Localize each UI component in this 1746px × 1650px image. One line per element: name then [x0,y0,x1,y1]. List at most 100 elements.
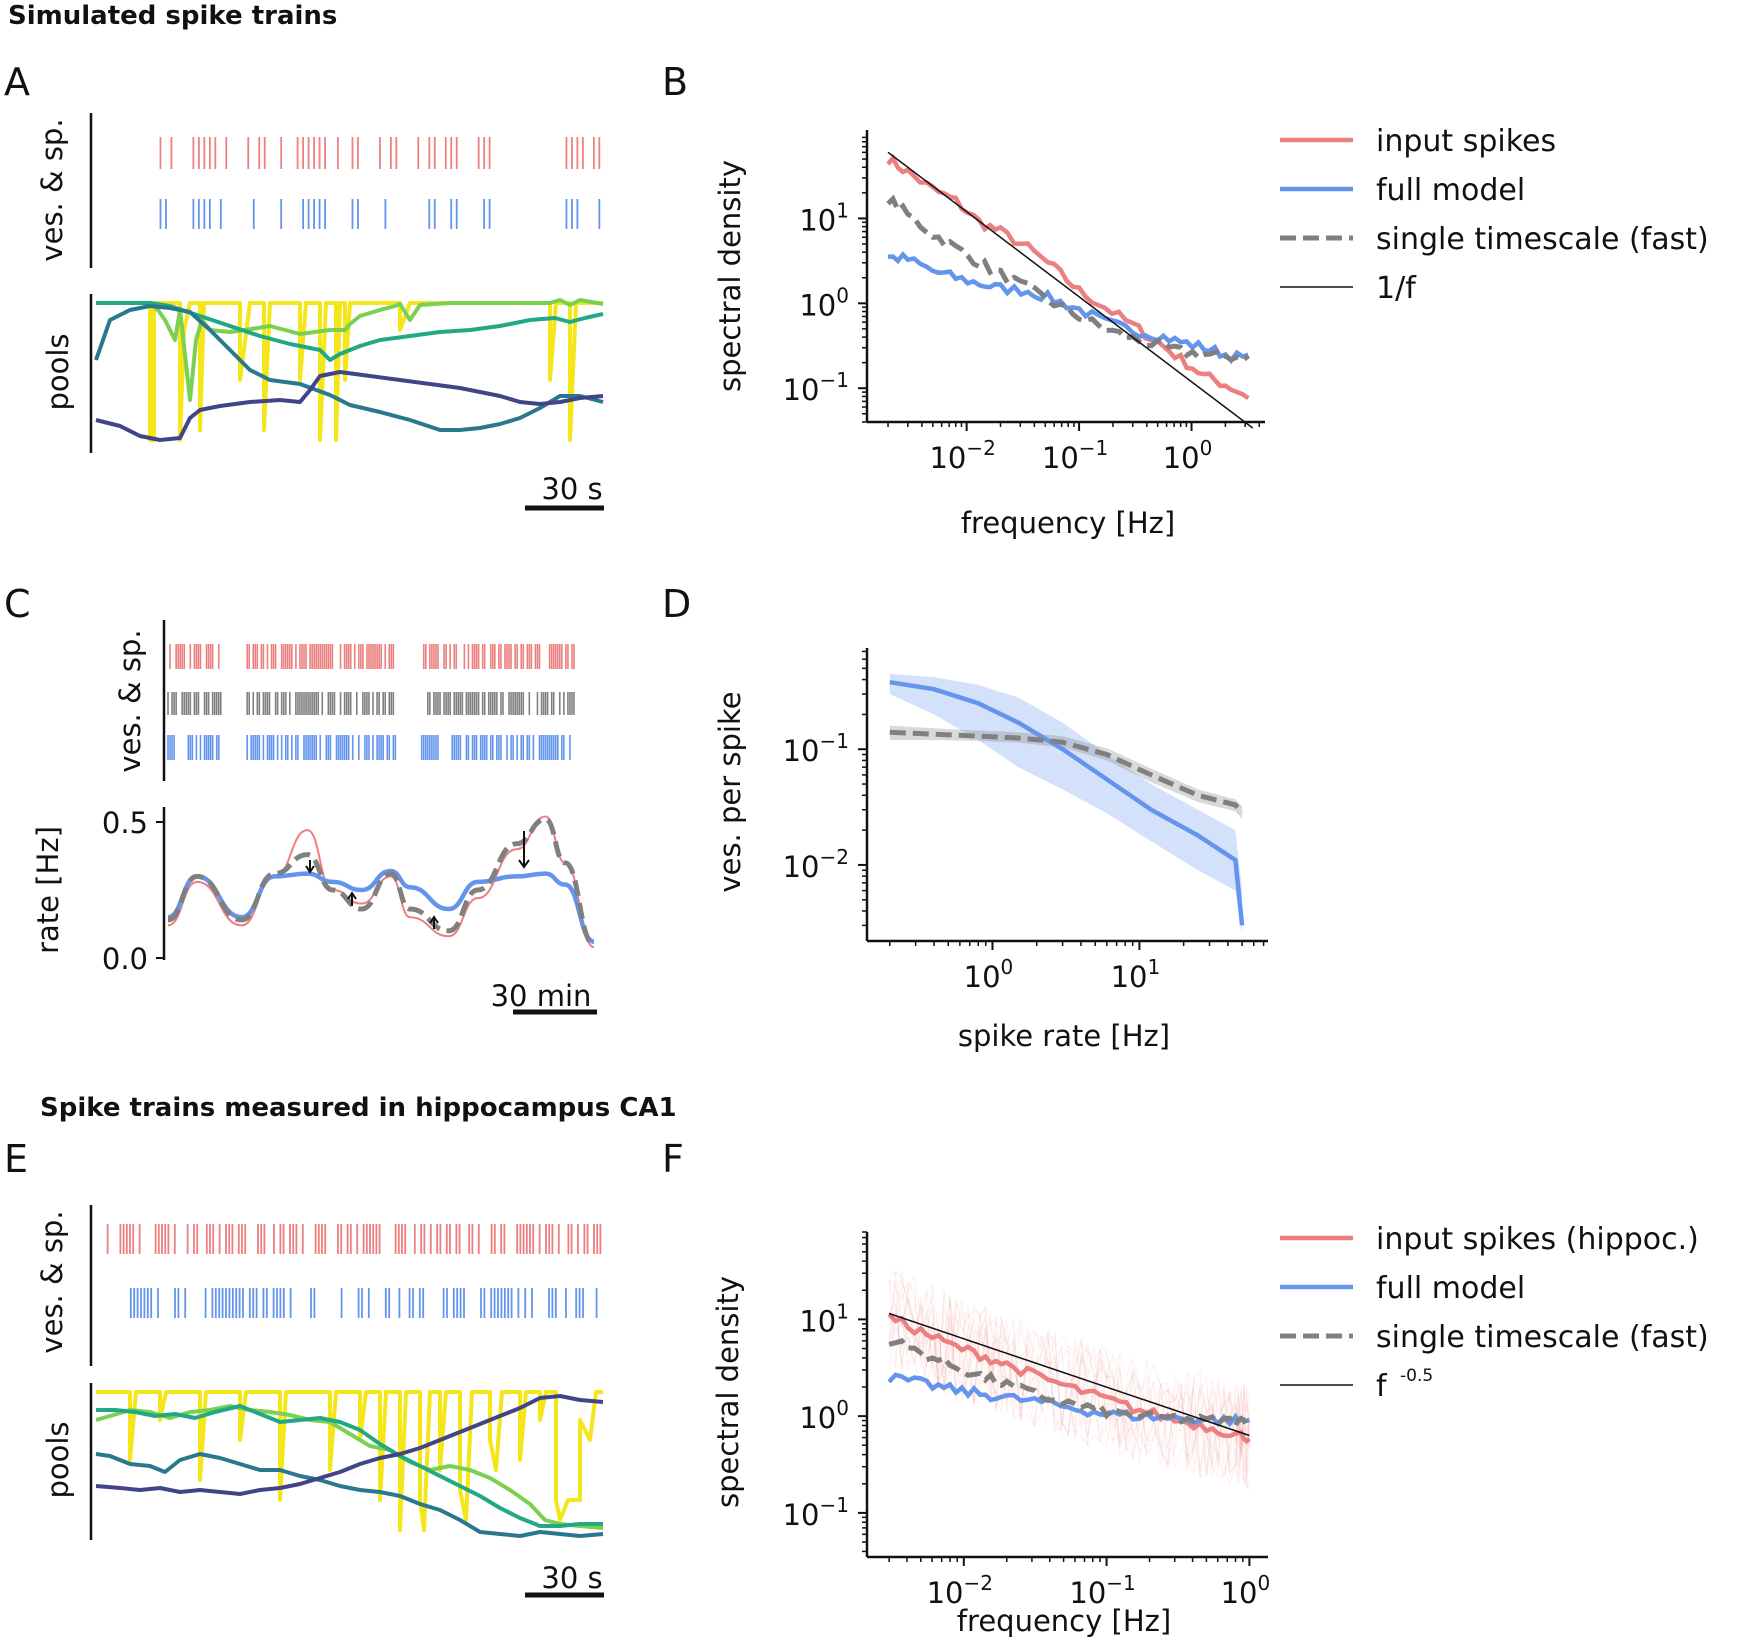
panelB-legend-label: 1/f [1376,271,1417,306]
panelB-ytick-label: 10−1 [783,368,849,407]
panelB-xlabel: frequency [Hz] [961,506,1175,540]
panelA-ylabel-bottom: pools [41,333,75,410]
panelF-legend: input spikes (hippoc.) full model single t… [1280,1222,1709,1404]
panelF-xlabel: frequency [Hz] [957,1604,1171,1638]
panelB-legend-label: full model [1376,173,1525,208]
arrow-up-2 [429,915,439,929]
panelF-line-single-timescale-fast- [888,1338,1251,1431]
panelF-series [887,1312,1251,1445]
panelB-line-single-timescale-fast- [886,194,1250,364]
panelD-band-full-model [889,673,1243,935]
panelB-legend-label: single timescale (fast) [1376,222,1709,257]
panelF-ylabel: spectral density [711,1276,745,1508]
panelB-line-1-f [887,151,1254,429]
panelD-line-full-model [889,679,1245,926]
panelC-line-single-timescale-fast- [167,816,596,947]
panelE-pool-traces [95,1390,604,1538]
panelF-trial-trace [888,1278,1250,1491]
panelC-arrows [305,831,530,929]
panelF-trial-trace [888,1311,1250,1487]
panelF-line-input-spikes-hippoc- [887,1312,1251,1445]
panelC-line-input-spikes [167,815,595,949]
panelC-series [167,815,596,949]
panelB-line-input-spikes [886,154,1250,400]
panelC-scalebar-label: 30 min [491,979,592,1013]
panelD-ylabel: ves. per spike [713,691,747,892]
arrow-down-1 [305,860,315,874]
panelA-ylabel-top: ves. & sp. [35,118,69,261]
panelA-raster [159,137,601,229]
panel-C: ves. & sp. rate [Hz] 0.5 0.0 30 min [31,620,597,1015]
panelF-trial-trace [888,1280,1250,1477]
panelF-line-f-0-5 [888,1312,1250,1437]
panelF-legend-label: single timescale (fast) [1376,1320,1709,1355]
panel-A: ves. & sp. pools 30 s [35,113,604,511]
panelF-ytick-label: 10−1 [783,1493,849,1532]
panel-F: 10−2 10−1 100 101 100 10−1 spectral density f… [711,1222,1709,1638]
panelB-ytick-label: 101 [799,198,849,237]
panelF-trial-trace [888,1272,1250,1470]
panelC-line-full-model [167,868,595,944]
panel-E: ves. & sp. pools 30 s [35,1205,604,1598]
section-title-hippocampus: Spike trains measured in hippocampus CA1 [40,1093,677,1123]
panelF-trial-trace [888,1270,1250,1465]
panelD-xtick-label: 100 [964,955,1014,994]
panelF-trial-trace [888,1281,1250,1478]
panelB-ylabel: spectral density [713,160,747,392]
panelB-xtick-label: 100 [1163,436,1213,475]
panelE-ylabel-top: ves. & sp. [35,1210,69,1353]
panel-label-C: C [4,582,31,626]
panelA-scalebar-label: 30 s [541,472,602,506]
panelF-trial-trace [889,1280,1250,1475]
panelF-xtick-label: 100 [1221,1571,1271,1610]
panelC-ytick-label-0.0: 0.0 [102,942,148,976]
panelD-xtick-label: 101 [1111,955,1161,994]
panelE-ylabel-bottom: pools [41,1421,75,1498]
panelF-trial-trace [888,1283,1250,1458]
panelB-ytick-label: 100 [799,283,849,322]
panel-label-A: A [4,60,30,104]
panelF-trial-noise [888,1269,1250,1491]
panelD-xlabel: spike rate [Hz] [958,1019,1170,1053]
panel-label-F: F [662,1137,684,1181]
panelB-series [886,151,1254,429]
panelA-pool-traces [94,298,604,442]
panelD-ytick-label: 10−1 [783,729,849,768]
panelC-raster [167,644,575,760]
pool-trace-navy [95,1394,604,1496]
panelB-ticks: 10−2 10−1 100 101 100 10−1 [783,136,1260,475]
panelC-ylabel-top: ves. & sp. [113,629,147,772]
panel-label-B: B [662,60,688,104]
panelE-scalebar-label: 30 s [541,1561,602,1595]
section-title-simulated: Simulated spike trains [8,1,337,31]
pool-trace-teal [94,304,604,432]
panelF-ytick-label: 100 [799,1396,849,1435]
panel-D: 100 101 10−1 10−2 ves. per spike spike rate… [713,648,1268,1053]
panel-B: 10−2 10−1 100 101 100 10−1 spectral density f… [713,124,1709,540]
panelF-xtick-label: 10−2 [927,1571,993,1610]
panelB-line-full-model [887,251,1249,365]
panelF-ytick-label: 101 [799,1299,849,1338]
panelB-legend: input spikes full model single timescale (… [1280,124,1709,306]
panelF-legend-label: input spikes (hippoc.) [1376,1222,1699,1257]
pool-trace-navy [95,370,604,442]
panelF-trial-trace [888,1298,1250,1482]
panelF-legend-label: f [1376,1369,1388,1404]
arrow-down-2 [518,831,530,869]
panelF-xtick-label: 10−1 [1069,1571,1135,1610]
panelD-ytick-label: 10−2 [783,845,849,884]
panel-label-E: E [4,1137,28,1181]
panelC-ylabel-bottom: rate [Hz] [31,826,65,954]
pool-trace-teal [95,1452,604,1538]
pool-trace-lightgreen [96,298,604,402]
panelB-xtick-label: 10−1 [1042,436,1108,475]
panelD-ticks: 100 101 10−1 10−2 [783,650,1265,994]
panelF-ticks: 10−2 10−1 100 101 100 10−1 [783,1231,1271,1610]
panelD-series [889,673,1245,935]
panelF-trial-trace [888,1297,1250,1489]
arrow-up-1 [347,891,357,906]
panel-label-D: D [662,582,691,626]
panelB-legend-label: input spikes [1376,124,1556,159]
panelB-xtick-label: 10−2 [929,436,995,475]
